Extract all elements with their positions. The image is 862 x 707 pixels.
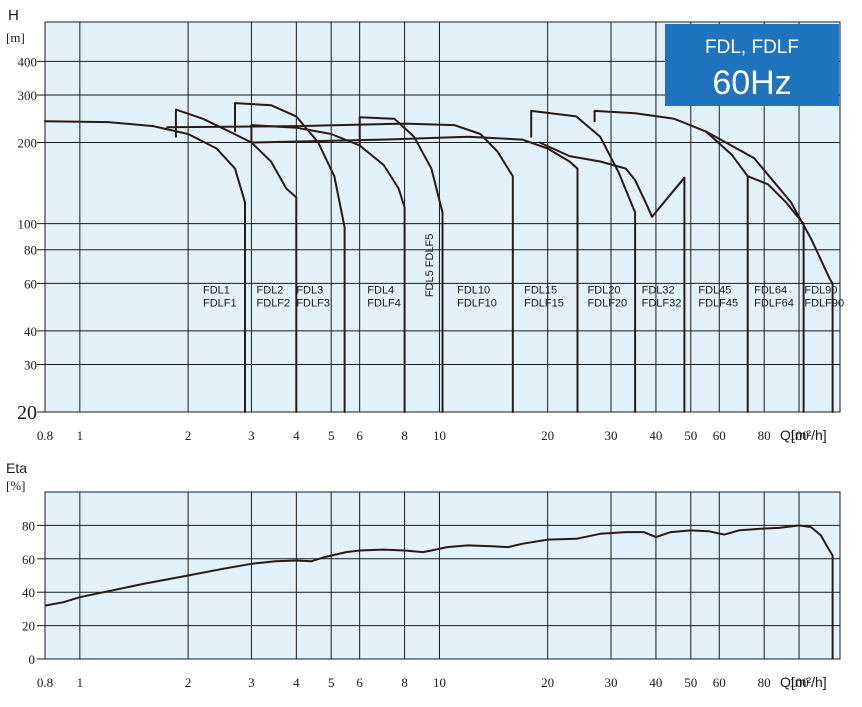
head-x-tick-label: 100 <box>789 428 809 443</box>
efficiency-y-axis-unit: [%] <box>6 478 26 493</box>
efficiency-y-axis-title: Eta <box>6 460 27 476</box>
efficiency-y-tick-label: 20 <box>22 619 35 634</box>
efficiency-curve <box>44 524 834 659</box>
curve-label-model-f: FDLF1 <box>203 298 237 310</box>
head-curve-7 <box>250 135 579 413</box>
head-curve-11 <box>746 175 805 413</box>
head-y-tick-label: 30 <box>24 358 37 373</box>
curve-label-model-f: FDLF20 <box>587 298 627 310</box>
efficiency-y-tick-label: 40 <box>22 585 35 600</box>
curve-label-model: FDL32 <box>642 285 675 297</box>
head-x-tick-label: 20 <box>541 428 554 443</box>
efficiency-x-tick-label: 5 <box>328 675 335 690</box>
badge-background <box>665 24 839 106</box>
curve-label-model-f: FDLF2 <box>257 298 291 310</box>
efficiency-x-tick-label: 80 <box>758 675 771 690</box>
head-curve-9 <box>538 141 686 413</box>
efficiency-plot-area <box>44 491 841 660</box>
curve-label-model: FDL45 <box>698 285 731 297</box>
curve-label-model-f: FDLF4 <box>367 298 401 310</box>
efficiency-x-tick-label: 2 <box>185 675 192 690</box>
efficiency-x-tick-label: 8 <box>401 675 408 690</box>
head-y-axis-title: H <box>8 7 19 24</box>
curve-label-model: FDL1 <box>203 285 230 297</box>
head-x-tick-label: 2 <box>185 428 192 443</box>
efficiency-x-tick-label: 10 <box>433 675 446 690</box>
efficiency-x-tick-label: 4 <box>293 675 300 690</box>
badge-frequency-label: 60Hz <box>712 64 791 102</box>
efficiency-axes: 0.8 1 2 3 4 5 6 8 10 20 30 40 50 60 80 100 0 20 40 60 80 <box>22 518 809 690</box>
head-y-tick-label: 300 <box>18 88 38 103</box>
curve-label-model: FDL10 <box>457 285 490 297</box>
efficiency-chart: 0.8 1 2 3 4 5 6 8 10 20 30 40 50 60 80 100 0 20 40 60 80 Eta… <box>6 460 841 690</box>
curve-label-model: FDL15 <box>524 285 557 297</box>
efficiency-y-tick-label: 60 <box>22 552 35 567</box>
efficiency-x-axis-title: Q[m²/h] <box>780 674 827 690</box>
head-x-tick-label: 3 <box>248 428 255 443</box>
curve-label-model-f: FDLF3 <box>296 298 330 310</box>
head-y-tick-label: 400 <box>18 54 38 69</box>
efficiency-x-tick-label: 30 <box>605 675 618 690</box>
efficiency-x-tick-label: 100 <box>789 675 809 690</box>
efficiency-x-tick-label: 60 <box>713 675 726 690</box>
head-curve-6 <box>166 122 514 413</box>
curve-label-model-f: FDLF15 <box>524 298 564 310</box>
efficiency-x-tick-label: 6 <box>356 675 363 690</box>
head-curve-1 <box>44 120 246 413</box>
efficiency-x-tick-label: 20 <box>541 675 554 690</box>
head-x-tick-label: 0.8 <box>37 428 53 443</box>
efficiency-y-tick-label: 80 <box>22 518 35 533</box>
head-curve-12 <box>704 130 834 413</box>
head-y-tick-label: 100 <box>18 217 38 232</box>
efficiency-x-tick-label: 50 <box>684 675 697 690</box>
head-y-tick-label: 60 <box>24 276 37 291</box>
head-x-tick-label: 40 <box>649 428 662 443</box>
head-y-tick-label: 80 <box>24 243 37 258</box>
head-x-tick-label: 8 <box>401 428 408 443</box>
efficiency-x-tick-label: 1 <box>77 675 84 690</box>
efficiency-y-tick-label: 0 <box>29 652 36 667</box>
head-x-tick-label: 1 <box>77 428 84 443</box>
curve-label-model: FDL3 <box>296 285 323 297</box>
head-y-tick-label: 200 <box>18 136 38 151</box>
head-y-tick-label: 20 <box>17 402 37 424</box>
head-x-tick-label: 4 <box>293 428 300 443</box>
head-curve-10 <box>593 109 749 413</box>
curve-label-vertical: FDL5 FDLF5 <box>424 234 436 298</box>
curve-label-model-f: FDLF64 <box>754 298 794 310</box>
efficiency-curve-group <box>44 524 834 659</box>
head-x-tick-label: 50 <box>684 428 697 443</box>
head-x-tick-label: 6 <box>356 428 363 443</box>
head-curve-8 <box>530 109 637 413</box>
head-y-axis-unit: [m] <box>6 30 25 45</box>
curve-label-model: FDL64 <box>754 285 787 297</box>
curve-label-model-f: FDLF10 <box>457 298 497 310</box>
badge-series-label: FDL, FDLF <box>705 37 799 58</box>
head-x-tick-label: 60 <box>713 428 726 443</box>
head-curves <box>44 102 834 413</box>
head-x-axis-title: Q[m²/h] <box>780 427 827 443</box>
curve-label-model: FDL20 <box>587 285 620 297</box>
curve-label-model-f: FDLF32 <box>642 298 682 310</box>
efficiency-x-tick-label: 0.8 <box>37 675 53 690</box>
curve-label-model: FDL2 <box>257 285 284 297</box>
head-x-tick-label: 5 <box>328 428 335 443</box>
frequency-badge: FDL, FDLF 60Hz <box>665 24 839 106</box>
head-curve-5 <box>358 116 444 413</box>
head-x-tick-label: 80 <box>758 428 771 443</box>
curve-label-model: FDL4 <box>367 285 394 297</box>
efficiency-x-tick-label: 40 <box>649 675 662 690</box>
curve-label-model-f: FDLF45 <box>698 298 738 310</box>
head-x-tick-label: 30 <box>605 428 618 443</box>
head-y-tick-label: 40 <box>24 324 37 339</box>
curve-label-model: FDL90 <box>804 285 837 297</box>
head-axes: 0.8 1 2 3 4 5 6 8 10 20 30 40 50 60 80 100 20 30 40 60 80 100… <box>17 54 809 443</box>
head-x-tick-label: 10 <box>433 428 446 443</box>
efficiency-x-tick-label: 3 <box>248 675 255 690</box>
curve-label-model-f: FDLF90 <box>804 298 844 310</box>
